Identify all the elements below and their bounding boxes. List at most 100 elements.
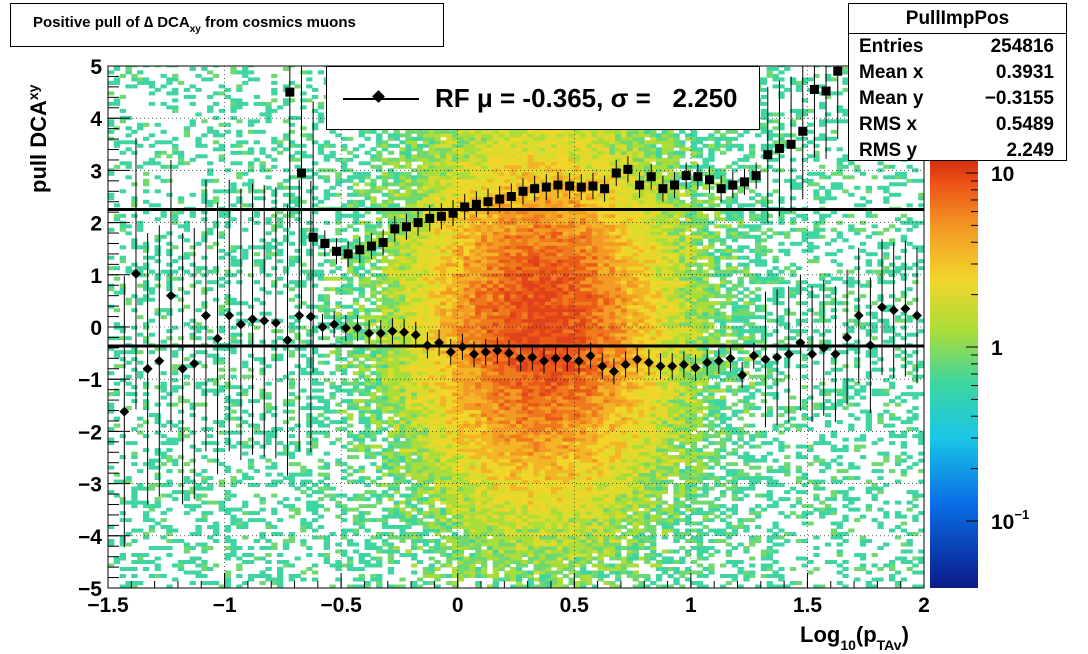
heatmap-cell — [457, 301, 464, 306]
heatmap-cell — [440, 392, 447, 397]
heatmap-cell — [195, 322, 202, 327]
heatmap-cell — [469, 192, 476, 197]
heatmap-cell — [370, 178, 377, 183]
heatmap-cell — [422, 266, 429, 271]
heatmap-cell — [381, 378, 389, 383]
heatmap-cell — [265, 395, 272, 400]
heatmap-cell — [317, 308, 325, 313]
heatmap-cell — [411, 227, 418, 232]
heatmap-cell — [207, 483, 214, 488]
heatmap-cell — [492, 399, 499, 404]
heatmap-cell — [352, 469, 360, 474]
heatmap-cell — [393, 549, 400, 554]
heatmap-cell — [463, 434, 470, 439]
heatmap-cell — [399, 294, 406, 299]
heatmap-cell — [440, 364, 447, 369]
heatmap-cell — [469, 136, 476, 141]
heatmap-cell — [259, 287, 266, 292]
heatmap-cell — [469, 507, 476, 512]
heatmap-cell — [486, 220, 494, 225]
heatmap-cell — [317, 101, 325, 106]
heatmap-cell — [335, 318, 342, 323]
heatmap-cell — [306, 441, 313, 446]
heatmap-cell — [399, 322, 406, 327]
heatmap-cell — [492, 479, 499, 484]
heatmap-cell — [428, 224, 435, 229]
heatmap-cell — [253, 252, 260, 257]
heatmap-cell — [341, 164, 348, 169]
heatmap-cell — [405, 385, 412, 390]
heatmap-cell — [416, 521, 424, 526]
heatmap-cell — [381, 367, 389, 372]
heatmap-cell — [393, 189, 400, 194]
heatmap-cell — [177, 385, 185, 390]
heatmap-cell — [405, 399, 412, 404]
heatmap-cell — [428, 469, 435, 474]
heatmap-cell — [364, 234, 371, 239]
heatmap-cell — [137, 77, 144, 82]
heatmap-cell — [195, 563, 202, 568]
heatmap-cell — [119, 283, 126, 288]
heatmap-cell — [434, 255, 441, 260]
heatmap-cell — [312, 518, 319, 523]
heatmap-cell — [440, 413, 447, 418]
heatmap-cell — [236, 574, 243, 578]
heatmap-cell — [498, 339, 505, 344]
heatmap-cell — [288, 199, 295, 204]
heatmap-cell — [393, 458, 400, 463]
heatmap-cell — [411, 472, 418, 477]
heatmap-cell — [312, 329, 319, 334]
heatmap-cell — [411, 385, 418, 390]
heatmap-cell — [440, 521, 447, 526]
heatmap-cell — [422, 406, 429, 411]
heatmap-cell — [411, 301, 418, 306]
heatmap-cell — [457, 147, 464, 152]
heatmap-cell — [113, 290, 121, 295]
heatmap-cell — [411, 539, 418, 543]
heatmap-cell — [481, 542, 488, 547]
heatmap-cell — [189, 336, 196, 341]
heatmap-cell — [370, 385, 377, 390]
heatmap-cell — [469, 294, 476, 299]
heatmap-cell — [486, 322, 494, 327]
heatmap-cell — [475, 511, 482, 516]
heatmap-cell — [125, 476, 132, 481]
heatmap-cell — [393, 395, 400, 400]
heatmap-cell — [393, 560, 400, 564]
heatmap-cell — [358, 434, 365, 439]
heatmap-cell — [481, 283, 488, 288]
heatmap-cell — [108, 437, 115, 442]
heatmap-cell — [201, 549, 208, 554]
heatmap-cell — [236, 84, 243, 89]
heatmap-cell — [259, 367, 266, 372]
heatmap-cell — [312, 528, 319, 533]
heatmap-cell — [440, 472, 447, 477]
heatmap-cell — [469, 511, 476, 516]
heatmap-cell — [387, 388, 395, 393]
heatmap-cell — [358, 514, 365, 519]
heatmap-cell — [207, 94, 214, 99]
heatmap-cell — [317, 105, 325, 110]
heatmap-cell — [131, 553, 138, 557]
heatmap-cell — [416, 357, 424, 362]
heatmap-cell — [475, 497, 482, 502]
heatmap-cell — [177, 427, 185, 432]
heatmap-cell — [166, 164, 173, 169]
heatmap-cell — [277, 143, 284, 148]
heatmap-cell — [143, 248, 150, 253]
heatmap-cell — [446, 434, 453, 439]
heatmap-cell — [347, 185, 354, 190]
heatmap-cell — [457, 539, 464, 543]
heatmap-cell — [172, 385, 179, 390]
heatmap-cell — [440, 381, 447, 386]
heatmap-cell — [428, 262, 435, 267]
heatmap-cell — [393, 241, 400, 246]
heatmap-cell — [335, 350, 342, 355]
heatmap-cell — [387, 199, 395, 204]
heatmap-cell — [218, 255, 225, 260]
heatmap-cell — [486, 189, 494, 194]
heatmap-cell — [306, 413, 313, 418]
heatmap-cell — [137, 360, 144, 365]
heatmap-cell — [352, 493, 360, 498]
heatmap-cell — [451, 584, 459, 588]
